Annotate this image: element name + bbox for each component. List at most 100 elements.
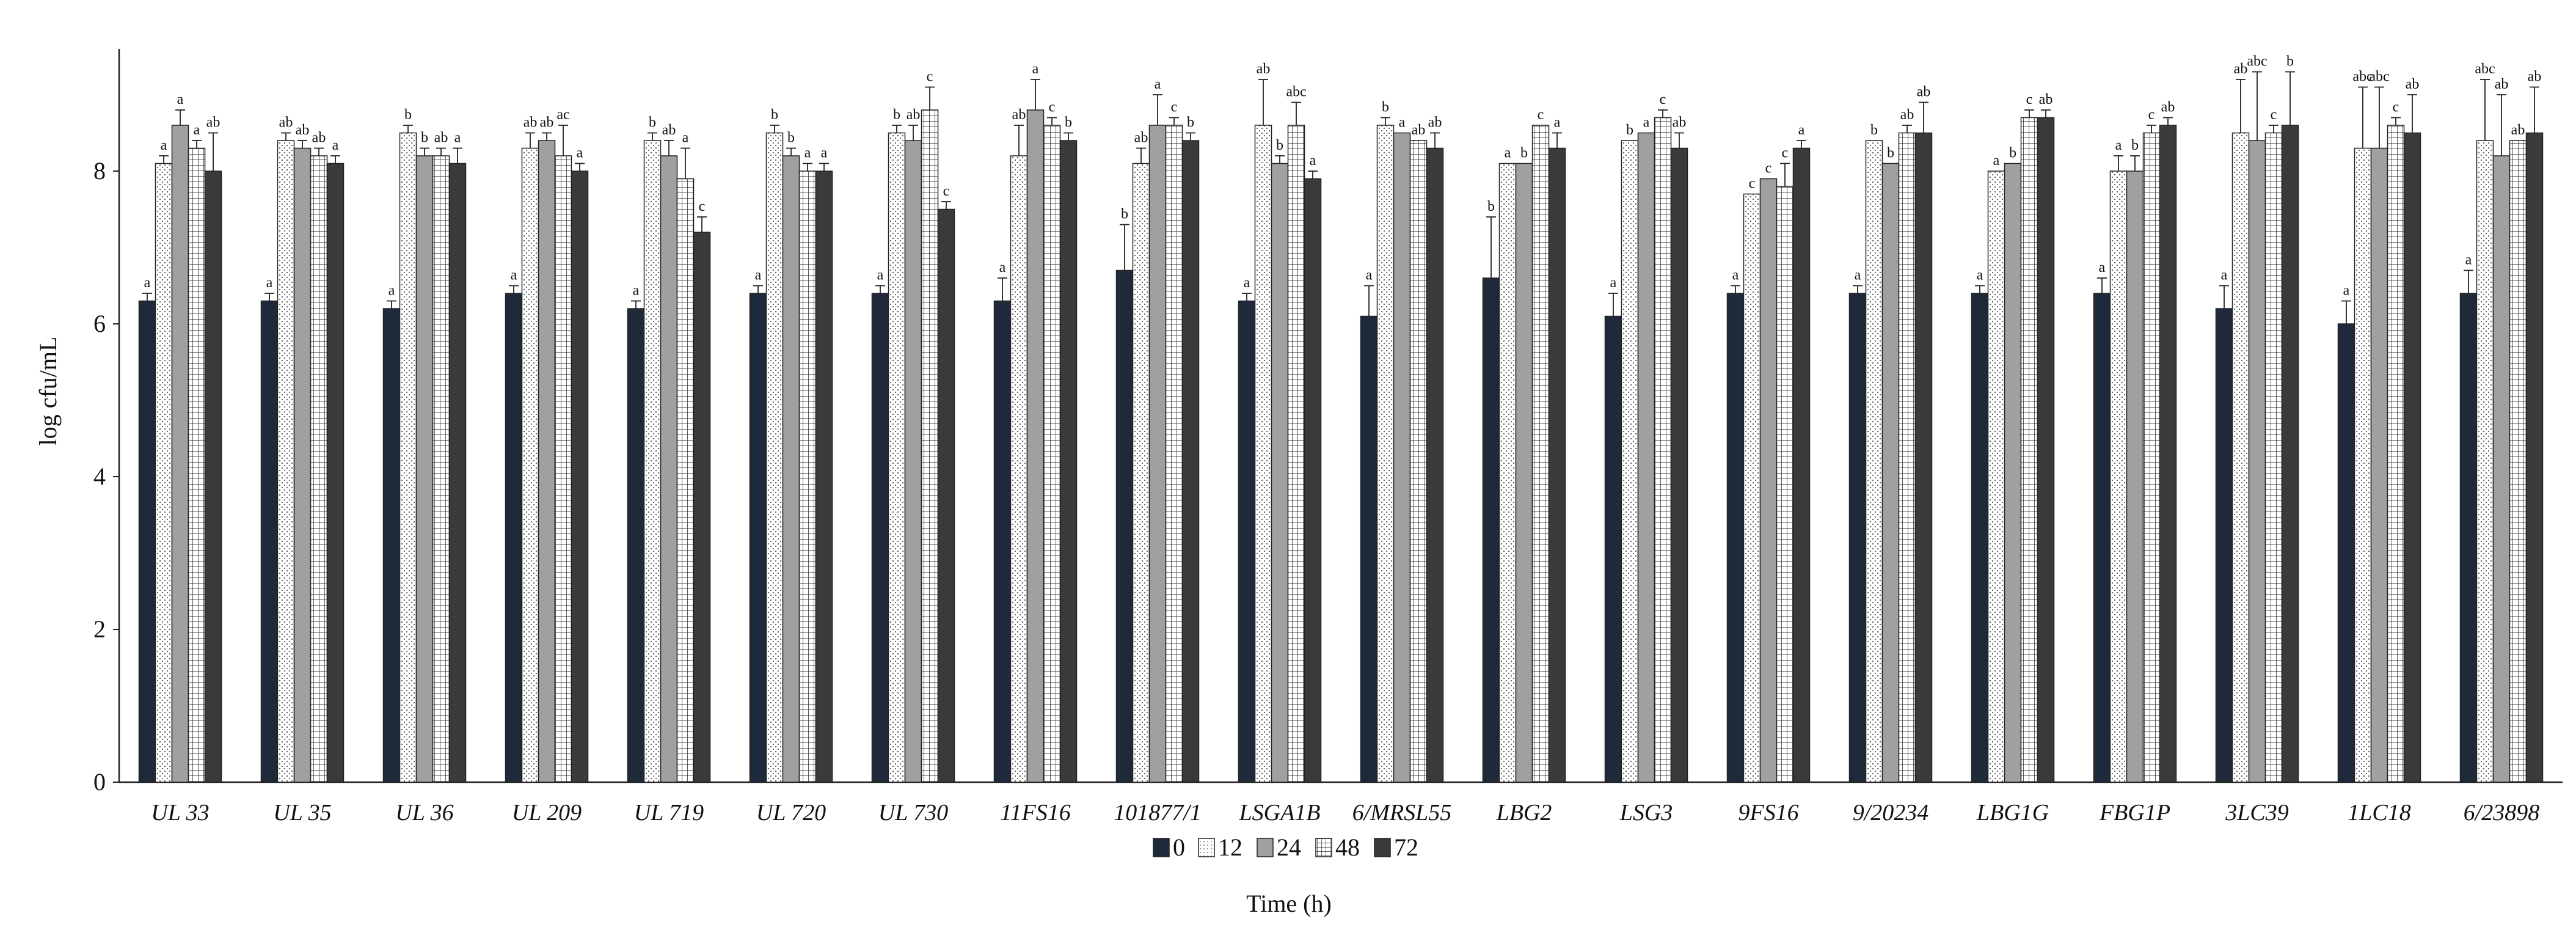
bar xyxy=(1026,109,1045,783)
significance-letter: b xyxy=(1276,137,1283,153)
bar xyxy=(1165,125,1183,783)
bar xyxy=(382,308,401,783)
significance-letter: c xyxy=(1538,107,1544,123)
significance-letter: ab xyxy=(2406,76,2420,92)
bar xyxy=(693,232,711,783)
bar xyxy=(1409,140,1428,783)
significance-letter: a xyxy=(389,283,395,299)
bar xyxy=(888,132,906,783)
significance-letter: a xyxy=(161,137,167,153)
bar xyxy=(798,170,817,783)
significance-letter: c xyxy=(1765,161,1772,177)
significance-letter: a xyxy=(1554,115,1561,131)
significance-letter: a xyxy=(454,130,461,146)
significance-letter: abc xyxy=(2247,54,2267,70)
significance-letter: c xyxy=(2148,107,2155,123)
bar xyxy=(1132,163,1150,783)
bar xyxy=(326,163,345,783)
significance-letter: c xyxy=(2271,107,2277,123)
significance-letter: a xyxy=(266,275,273,291)
bar xyxy=(1010,155,1028,783)
bar xyxy=(2215,308,2233,783)
x-axis-title: Time (h) xyxy=(1246,890,1332,917)
bar xyxy=(155,163,173,783)
significance-letter: a xyxy=(1610,275,1617,291)
significance-letter: c xyxy=(1049,100,1056,115)
significance-letter: c xyxy=(1171,100,1178,115)
significance-letter: b xyxy=(2131,137,2139,153)
significance-letter: a xyxy=(194,122,200,138)
x-tick-label: 6/23898 xyxy=(2464,800,2540,826)
significance-letter: a xyxy=(1977,268,1983,284)
bar xyxy=(293,147,312,783)
bar xyxy=(1670,147,1688,783)
legend-label: 48 xyxy=(1335,834,1360,861)
bar xyxy=(1548,147,1566,783)
significance-letter: ab xyxy=(312,130,326,146)
significance-letter: a xyxy=(1155,76,1161,92)
bar xyxy=(1987,170,2005,783)
significance-letter: ab xyxy=(2039,92,2053,108)
significance-letter: b xyxy=(649,115,656,131)
significance-letter: a xyxy=(821,145,828,161)
significance-letter: a xyxy=(1310,153,1316,169)
bar xyxy=(1531,125,1550,783)
significance-letter: ab xyxy=(2234,61,2248,77)
bar xyxy=(1621,140,1639,783)
legend-swatch xyxy=(1198,838,1215,857)
bar xyxy=(188,147,206,783)
legend-label: 24 xyxy=(1277,834,1301,861)
significance-letter: a xyxy=(1244,275,1250,291)
significance-letter: ab xyxy=(279,115,293,131)
bar xyxy=(399,132,417,783)
significance-letter: a xyxy=(877,268,884,284)
bar xyxy=(2264,132,2283,783)
significance-letter: a xyxy=(1798,122,1805,138)
bar xyxy=(1776,186,1794,783)
significance-letter: a xyxy=(2343,283,2350,299)
significance-letter: ab xyxy=(1673,115,1687,131)
significance-letter: b xyxy=(1487,199,1495,214)
significance-letter: a xyxy=(511,268,517,284)
bar xyxy=(1515,163,1533,783)
significance-letter: a xyxy=(633,283,640,299)
legend-label: 72 xyxy=(1394,834,1418,861)
significance-letter: ab xyxy=(1134,130,1148,146)
bar xyxy=(2525,132,2544,783)
bar xyxy=(1898,132,1916,783)
significance-letter: a xyxy=(1732,268,1739,284)
bar xyxy=(171,125,189,783)
significance-letter: a xyxy=(144,275,151,291)
significance-letter: ab xyxy=(662,122,676,138)
significance-letter: ac xyxy=(556,107,569,123)
significance-letter: b xyxy=(771,107,778,123)
x-tick-label: 9/20234 xyxy=(1853,800,1929,826)
significance-letter: c xyxy=(1782,145,1789,161)
significance-letter: b xyxy=(1382,100,1389,115)
legend-label: 12 xyxy=(1218,834,1242,861)
x-tick-label: UL 719 xyxy=(634,800,704,826)
significance-letter: b xyxy=(421,130,428,146)
significance-letter: a xyxy=(1643,115,1650,131)
y-tick-label: 2 xyxy=(93,615,106,643)
y-tick-label: 4 xyxy=(93,463,106,490)
bar xyxy=(2004,163,2022,783)
significance-letter: a xyxy=(2099,260,2106,276)
significance-letter: ab xyxy=(2161,100,2175,115)
bar xyxy=(2403,132,2421,783)
bar xyxy=(1360,315,1378,783)
bar xyxy=(937,208,955,783)
significance-letter: ab xyxy=(524,115,538,131)
x-tick-label: UL 33 xyxy=(151,800,209,826)
significance-letter: a xyxy=(1993,153,2000,169)
significance-letter: a xyxy=(1366,268,1373,284)
legend-swatch xyxy=(1315,838,1332,857)
bar xyxy=(1726,293,1745,783)
significance-letter: c xyxy=(2393,100,2399,115)
significance-letter: b xyxy=(787,130,795,146)
bar xyxy=(1914,132,1933,783)
significance-letter: b xyxy=(1626,122,1633,138)
significance-letter: c xyxy=(1749,176,1756,192)
bar xyxy=(749,293,767,783)
